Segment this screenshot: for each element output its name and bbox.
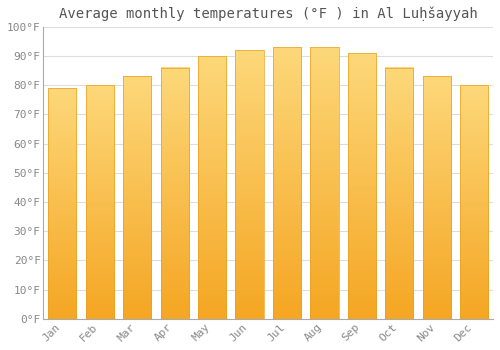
Bar: [386, 68, 413, 319]
Bar: [198, 56, 226, 319]
Title: Average monthly temperatures (°F ) in Al Luḥšayyah: Average monthly temperatures (°F ) in Al…: [59, 7, 478, 21]
Bar: [460, 85, 488, 319]
Bar: [348, 53, 376, 319]
Bar: [310, 47, 338, 319]
Bar: [236, 50, 264, 319]
Bar: [86, 85, 114, 319]
Bar: [123, 76, 151, 319]
Bar: [273, 47, 301, 319]
Bar: [48, 88, 76, 319]
Bar: [423, 76, 451, 319]
Bar: [160, 68, 188, 319]
